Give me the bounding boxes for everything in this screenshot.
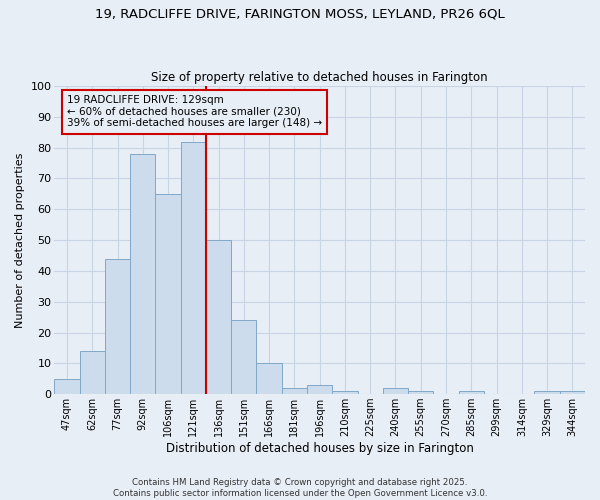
- Bar: [130, 154, 155, 394]
- Text: Contains HM Land Registry data © Crown copyright and database right 2025.
Contai: Contains HM Land Registry data © Crown c…: [113, 478, 487, 498]
- Bar: [55, 379, 80, 394]
- Bar: [458, 391, 484, 394]
- Bar: [105, 258, 130, 394]
- Bar: [307, 385, 332, 394]
- Bar: [408, 391, 433, 394]
- Bar: [560, 391, 585, 394]
- Bar: [80, 351, 105, 394]
- Text: 19, RADCLIFFE DRIVE, FARINGTON MOSS, LEYLAND, PR26 6QL: 19, RADCLIFFE DRIVE, FARINGTON MOSS, LEY…: [95, 8, 505, 20]
- X-axis label: Distribution of detached houses by size in Farington: Distribution of detached houses by size …: [166, 442, 473, 455]
- Title: Size of property relative to detached houses in Farington: Size of property relative to detached ho…: [151, 70, 488, 84]
- Y-axis label: Number of detached properties: Number of detached properties: [15, 152, 25, 328]
- Text: 19 RADCLIFFE DRIVE: 129sqm
← 60% of detached houses are smaller (230)
39% of sem: 19 RADCLIFFE DRIVE: 129sqm ← 60% of deta…: [67, 96, 322, 128]
- Bar: [282, 388, 307, 394]
- Bar: [256, 364, 282, 394]
- Bar: [206, 240, 231, 394]
- Bar: [383, 388, 408, 394]
- Bar: [231, 320, 256, 394]
- Bar: [181, 142, 206, 394]
- Bar: [535, 391, 560, 394]
- Bar: [155, 194, 181, 394]
- Bar: [332, 391, 358, 394]
